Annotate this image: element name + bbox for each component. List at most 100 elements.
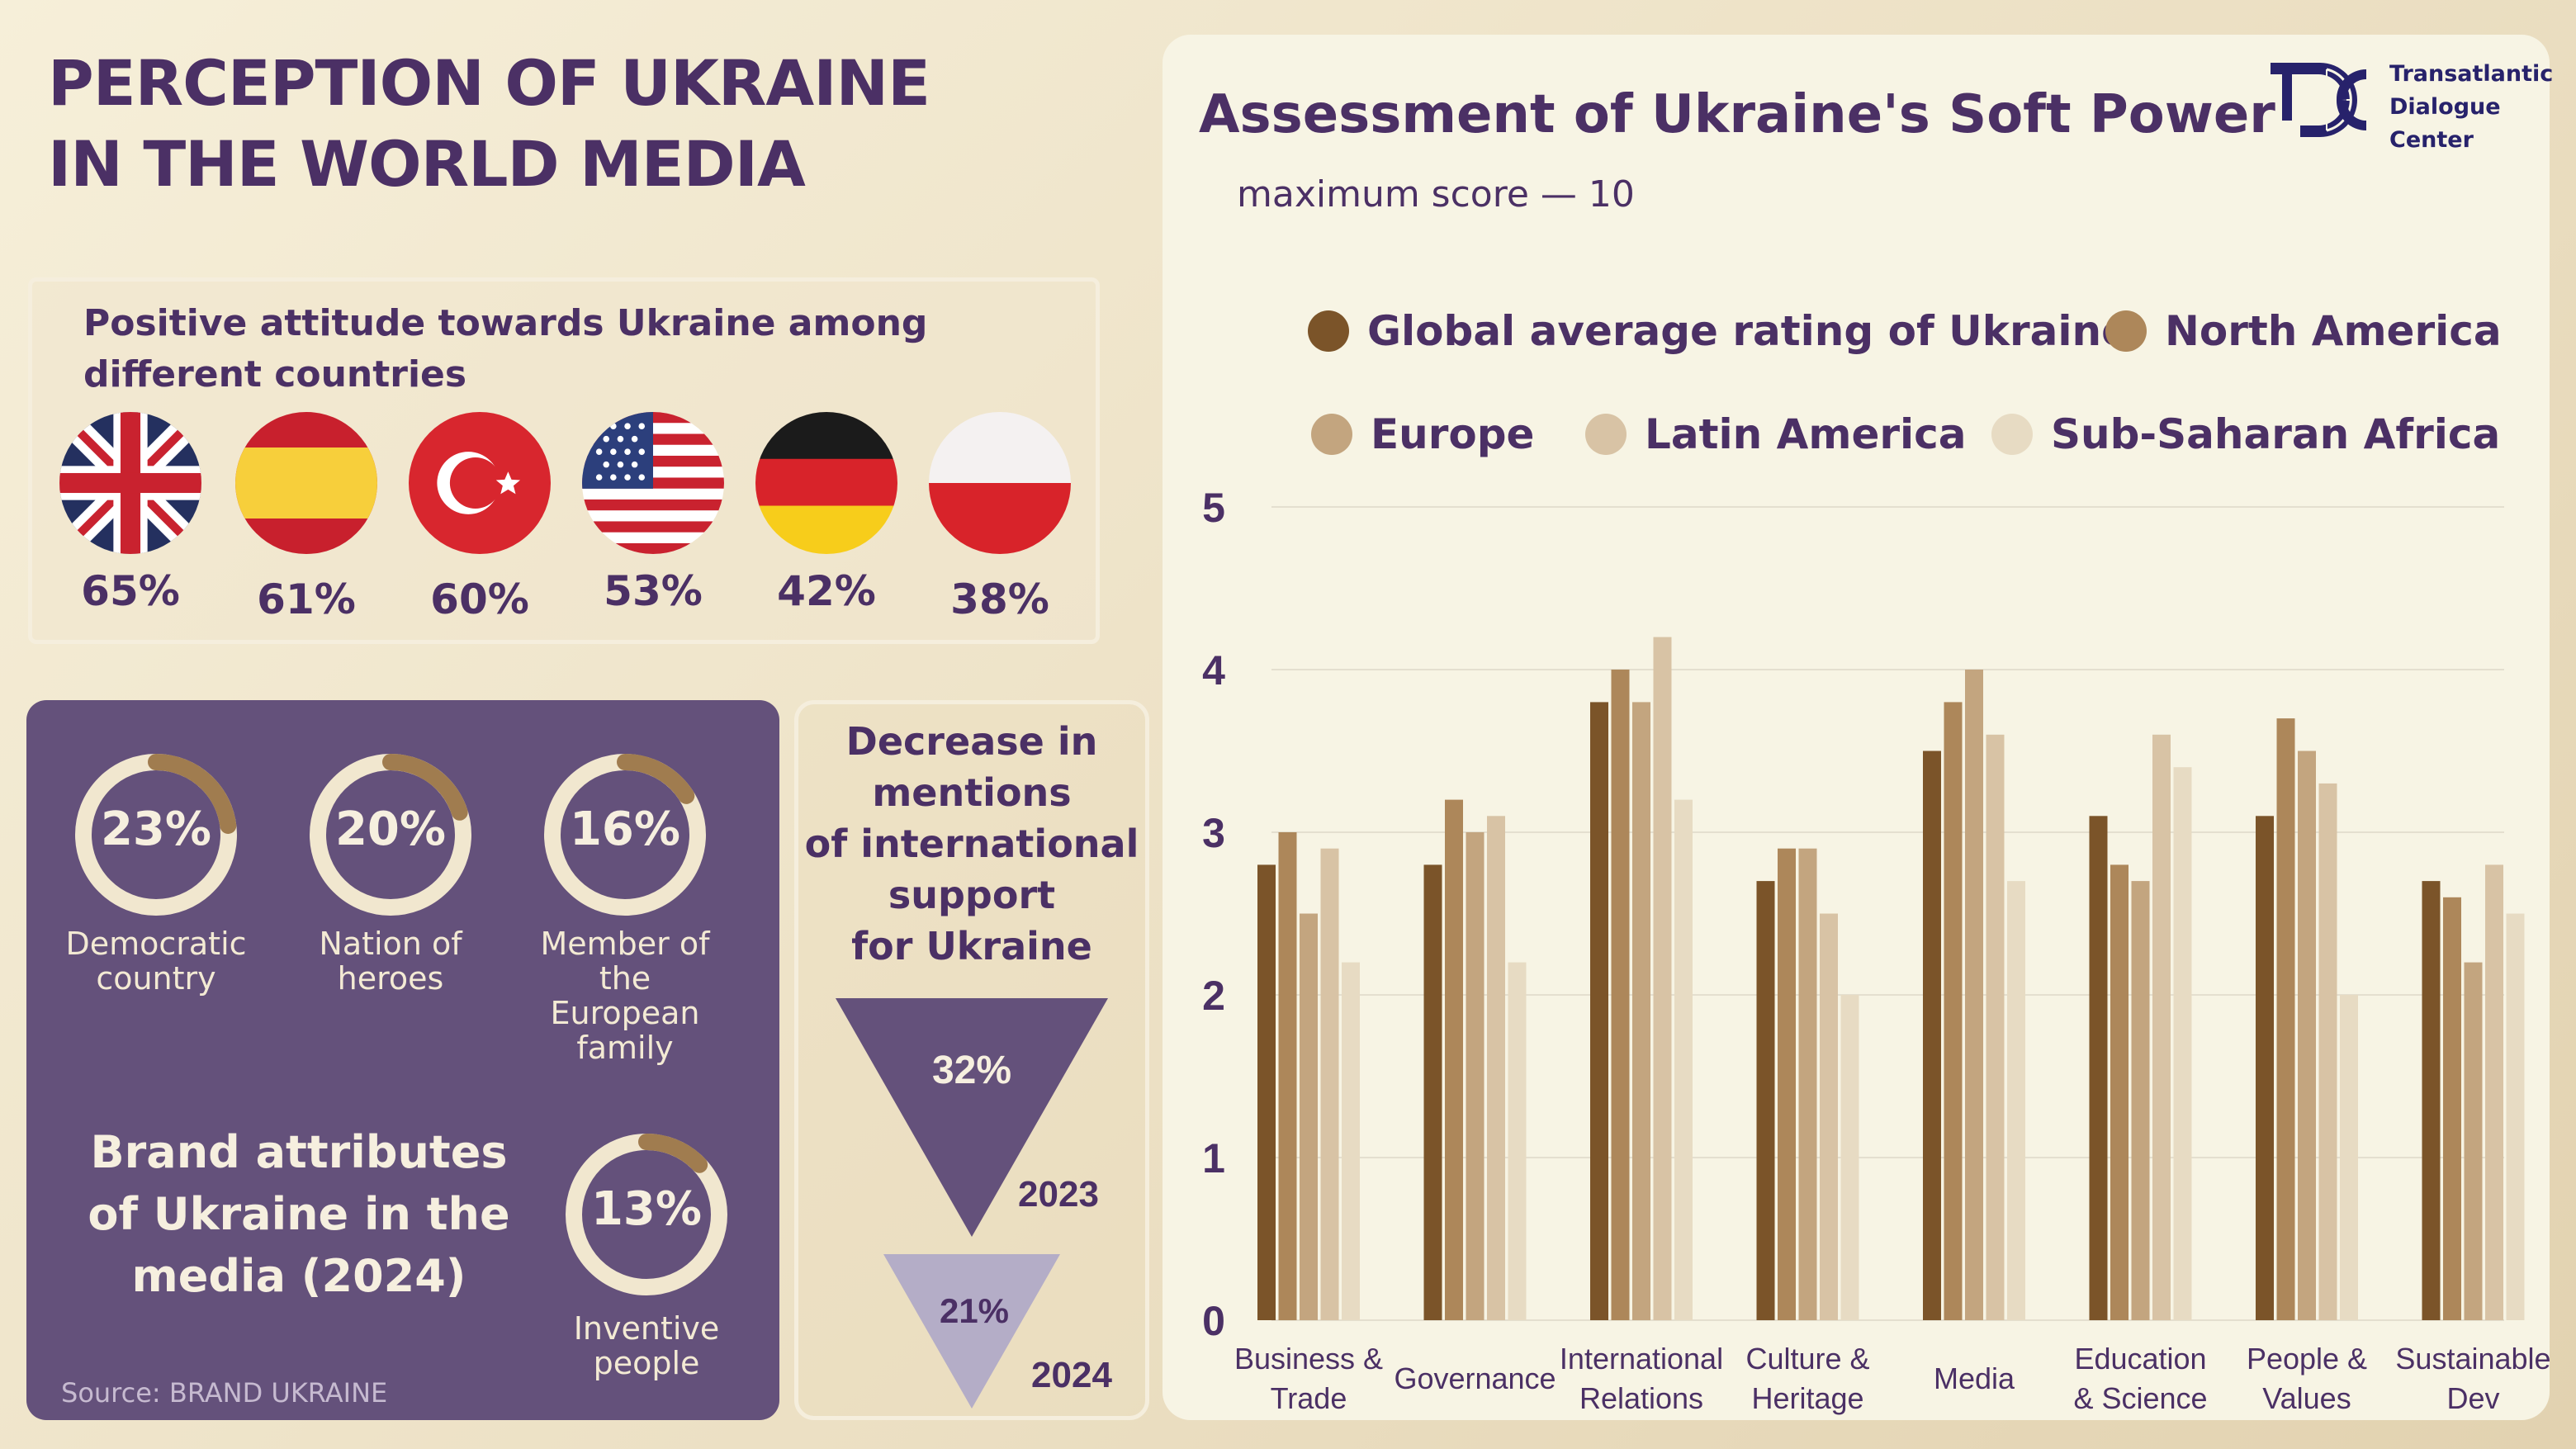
category-label: & Science xyxy=(2073,1381,2207,1415)
logo-line: Center xyxy=(2389,127,2474,153)
percent-2023: 32% xyxy=(932,1049,1011,1092)
bar xyxy=(2443,897,2461,1320)
category-label: International xyxy=(1560,1342,1723,1376)
logo-line: Dialogue xyxy=(2389,94,2501,120)
ring-chart-european xyxy=(544,754,706,916)
bar xyxy=(1590,702,1608,1320)
uk-flag-icon xyxy=(59,412,201,554)
usa-percent: 53% xyxy=(604,567,703,615)
category-label: Relations xyxy=(1579,1381,1703,1415)
ring-progress xyxy=(638,1134,708,1173)
bar xyxy=(2089,816,2108,1320)
ring-chart-heroes xyxy=(310,754,471,916)
category-label: Culture & xyxy=(1745,1342,1869,1376)
tdc-logo-icon xyxy=(2271,63,2367,137)
bar xyxy=(2464,962,2483,1320)
bar xyxy=(1653,637,1672,1320)
category-label: Media xyxy=(1934,1361,2015,1395)
bar xyxy=(2276,718,2295,1320)
legend-item-europe: Europe xyxy=(1311,410,1534,458)
label-line: family xyxy=(576,1030,674,1066)
decrease-panel: Decrease in mentions of international su… xyxy=(794,700,1149,1420)
label-line: Member of xyxy=(540,926,710,962)
ring-chart-democratic xyxy=(75,754,237,916)
bar xyxy=(1278,832,1297,1320)
category-label: Trade xyxy=(1271,1381,1347,1415)
germany-percent: 42% xyxy=(777,567,876,615)
bar xyxy=(1756,881,1775,1320)
bar xyxy=(1611,670,1630,1320)
bar xyxy=(2340,995,2358,1320)
democratic-label: Democratic country xyxy=(57,926,255,996)
page-title-line-2: IN THE WORLD MEDIA xyxy=(48,127,806,201)
bar xyxy=(2131,881,2150,1320)
bar xyxy=(1466,832,1485,1320)
label-line: Inventive xyxy=(573,1310,720,1347)
category-label: Heritage xyxy=(1751,1381,1863,1415)
inventive-percent: 13% xyxy=(590,1182,703,1236)
legend-item-north-america: North America xyxy=(2105,307,2502,355)
category-label: Governance xyxy=(1394,1361,1556,1395)
bar xyxy=(2256,816,2274,1320)
brand-title: Brand attributes of Ukraine in the media… xyxy=(88,1126,510,1302)
bar xyxy=(2110,864,2129,1320)
label-line: Nation of xyxy=(319,926,462,962)
category-label: Education xyxy=(2074,1342,2206,1376)
bar xyxy=(1923,751,1941,1320)
y-tick-label: 4 xyxy=(1202,647,1225,694)
legend-swatch xyxy=(1991,414,2033,455)
bar xyxy=(1320,848,1339,1320)
year-2024: 2024 xyxy=(1031,1355,1112,1395)
attitude-panel: Positive attitude towards Ukraine among … xyxy=(28,277,1100,644)
y-tick-label: 0 xyxy=(1202,1298,1225,1344)
soft-power-chart-panel: Assessment of Ukraine's Soft Power maxim… xyxy=(1163,35,2553,1420)
european-label: Member of the European family xyxy=(526,926,724,1065)
label-line: heroes xyxy=(337,960,444,997)
y-tick-label: 1 xyxy=(1202,1135,1225,1181)
bar xyxy=(1632,702,1650,1320)
label-line: European xyxy=(550,995,700,1031)
usa-flag-icon xyxy=(582,412,724,554)
page-title-line-1: PERCEPTION OF UKRAINE xyxy=(48,46,930,120)
bar xyxy=(2318,783,2337,1320)
title-line: support xyxy=(888,873,1056,917)
bar xyxy=(1445,799,1463,1320)
title-line: of international xyxy=(804,822,1139,866)
bar xyxy=(2422,881,2441,1320)
legend-swatch xyxy=(1308,310,1349,352)
bar xyxy=(1487,816,1505,1320)
ring-progress xyxy=(617,754,695,804)
triangle-2023 xyxy=(836,998,1108,1237)
triangle-2024 xyxy=(883,1254,1060,1409)
legend-label: Europe xyxy=(1371,410,1535,458)
chart-subtitle: maximum score — 10 xyxy=(1237,173,1635,215)
germany-flag-icon xyxy=(755,412,897,554)
bar xyxy=(1798,848,1817,1320)
chart-title: Assessment of Ukraine's Soft Power xyxy=(1199,84,2275,145)
turkey-flag-icon xyxy=(409,412,551,554)
bar xyxy=(1674,799,1693,1320)
category-label: Business & xyxy=(1234,1342,1383,1376)
label-line: country xyxy=(96,960,216,997)
uk-percent: 65% xyxy=(81,567,180,615)
legend-label: Sub-Saharan Africa xyxy=(2051,410,2501,458)
category-label: Dev xyxy=(2446,1381,2499,1415)
year-2023: 2023 xyxy=(1018,1174,1099,1215)
legend-item-global: Global average rating of Ukraine xyxy=(1308,307,2129,355)
bar xyxy=(2007,881,2025,1320)
spain-flag-icon xyxy=(235,412,377,554)
attitude-title: Positive attitude towards Ukraine among … xyxy=(83,302,928,395)
heroes-percent: 20% xyxy=(334,803,447,856)
brand-attributes-panel: 23% Democratic country 20% Nation of her… xyxy=(26,700,779,1420)
label-line: the xyxy=(599,960,651,997)
legend-swatch xyxy=(1585,414,1627,455)
y-tick-label: 2 xyxy=(1202,973,1225,1019)
heroes-label: Nation of heroes xyxy=(291,926,490,996)
logo-text: Transatlantic Dialogue Center xyxy=(2389,58,2553,157)
bar xyxy=(1257,864,1276,1320)
legend-item-sub-saharan-africa: Sub-Saharan Africa xyxy=(1991,410,2500,458)
title-line: for Ukraine xyxy=(851,924,1092,968)
legend-swatch xyxy=(1311,414,1352,455)
legend-label: Latin America xyxy=(1645,410,1967,458)
poland-flag-icon xyxy=(929,412,1071,554)
